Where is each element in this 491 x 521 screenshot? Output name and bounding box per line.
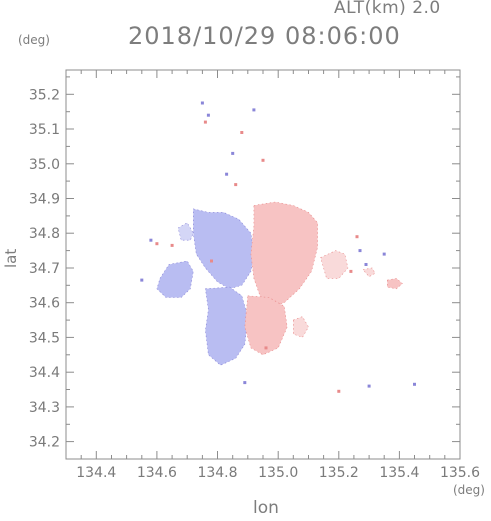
- echo-speck-11: [170, 243, 174, 247]
- echo-speck-18: [349, 269, 353, 273]
- y-tick-label: 34.5: [29, 330, 60, 346]
- tick-label-layer: 134.4 134.6 134.8 135.0 135.2 135.4 135.6 34.2 3…: [29, 87, 480, 481]
- tick-layer: [65, 70, 461, 460]
- echo-speck-12: [140, 278, 144, 282]
- y-tick-label: 34.3: [29, 400, 60, 416]
- echo-region-1: [193, 208, 255, 290]
- y-tick-label: 34.8: [29, 226, 60, 242]
- echo-region-5: [244, 295, 288, 356]
- echo-region-6: [320, 250, 349, 279]
- echo-region-0: [156, 260, 194, 298]
- y-tick-label: 34.6: [29, 296, 60, 312]
- echo-region-9: [362, 267, 376, 278]
- y-tick-label: 35.1: [29, 122, 60, 138]
- x-tick-label: 134.8: [197, 465, 237, 481]
- echo-region-7: [292, 316, 309, 338]
- y-tick-label: 34.7: [29, 261, 60, 277]
- echo-speck-19: [337, 389, 341, 393]
- echo-layer: [140, 101, 416, 393]
- echo-speck-14: [355, 235, 359, 239]
- altitude-label: ALT(km) 2.0: [334, 0, 441, 18]
- echo-speck-7: [225, 172, 229, 176]
- y-tick-label: 34.9: [29, 192, 60, 208]
- echo-speck-3: [252, 108, 256, 112]
- y-tick-label: 35.2: [29, 87, 60, 103]
- x-tick-label: 135.6: [440, 465, 480, 481]
- echo-speck-22: [264, 346, 268, 350]
- x-tick-label: 135.2: [319, 465, 359, 481]
- echo-speck-1: [203, 120, 207, 124]
- echo-speck-15: [358, 249, 362, 253]
- echo-speck-17: [382, 252, 386, 256]
- y-tick-label: 34.2: [29, 435, 60, 451]
- echo-speck-13: [210, 259, 213, 263]
- x-tick-label: 134.4: [76, 465, 116, 481]
- echo-speck-21: [243, 381, 247, 385]
- x-tick-label: 134.6: [137, 465, 177, 481]
- echo-speck-16: [364, 263, 368, 266]
- echo-speck-6: [261, 158, 265, 162]
- x-axis-unit: (deg): [453, 483, 485, 497]
- echo-region-2: [205, 286, 249, 366]
- echo-region-3: [177, 222, 194, 241]
- echo-speck-10: [155, 242, 159, 246]
- echo-speck-0: [200, 101, 204, 105]
- echo-speck-4: [240, 131, 244, 134]
- y-tick-label: 34.4: [29, 365, 60, 381]
- echo-speck-23: [367, 384, 371, 388]
- echo-speck-5: [231, 151, 235, 155]
- y-axis-unit: (deg): [18, 33, 50, 47]
- echo-speck-9: [149, 238, 153, 242]
- timestamp-title: 2018/10/29 08:06:00: [128, 22, 401, 50]
- y-tick-label: 35.0: [29, 157, 60, 173]
- echo-speck-20: [413, 382, 416, 386]
- x-tick-label: 135.0: [258, 465, 298, 481]
- echo-speck-2: [206, 113, 210, 117]
- x-tick-label: 135.4: [379, 465, 419, 481]
- x-axis-label: lon: [253, 498, 279, 518]
- echo-region-8: [386, 278, 403, 290]
- echo-region-4: [250, 201, 318, 307]
- echo-speck-8: [234, 183, 238, 187]
